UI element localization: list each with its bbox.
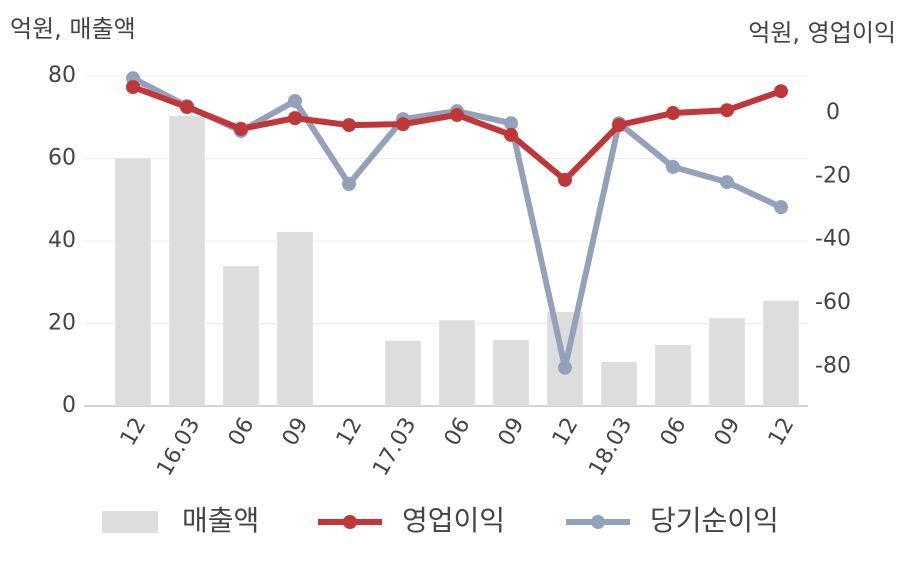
line-point [180, 100, 194, 115]
x-tick-label: 12 [764, 414, 800, 451]
line-point [288, 94, 302, 109]
line-point [234, 121, 248, 136]
x-tick-label: 09 [278, 414, 314, 451]
legend-swatch [591, 515, 605, 529]
line-point [342, 176, 356, 191]
x-tick-label: 06 [656, 414, 692, 451]
x-tick-label: 12 [332, 414, 368, 451]
line-point [504, 116, 518, 131]
line-point [558, 360, 572, 375]
legend-swatch [343, 515, 357, 529]
x-tick-label: 12 [548, 414, 584, 451]
y2-tick-label: -60 [815, 290, 851, 315]
line-point [288, 111, 302, 126]
bar [385, 340, 421, 406]
y-tick-label: 40 [48, 228, 76, 253]
x-tick-label: 09 [494, 414, 530, 451]
line-point [450, 107, 464, 122]
legend-label: 당기순이익 [650, 504, 779, 537]
line [131, 84, 782, 183]
y-tick-label: 20 [48, 311, 76, 336]
bar [709, 318, 745, 406]
y2-tick-label: -40 [815, 227, 851, 252]
x-tick-label: 18.03 [584, 414, 637, 481]
bar [223, 266, 259, 406]
y-unit-label: 억원, 매출액 [10, 15, 136, 43]
x-tick-label: 06 [440, 414, 476, 451]
x-tick-label: 12 [116, 414, 152, 451]
y-tick-label: 60 [48, 146, 76, 171]
y-tick-label: 0 [62, 393, 76, 418]
line-point [558, 172, 572, 187]
y2-unit-label: 억원, 영업이익 [748, 19, 896, 47]
line-point [612, 118, 626, 133]
x-tick-label: 09 [710, 414, 746, 451]
bar [763, 300, 799, 406]
y2-tick-label: 0 [826, 100, 840, 125]
bar [115, 158, 151, 406]
line-point [774, 200, 788, 215]
line-point [720, 175, 734, 190]
line-point [666, 106, 680, 121]
legend-label: 매출액 [182, 504, 259, 537]
bar [277, 231, 313, 406]
line-point [504, 127, 518, 142]
line-point [126, 80, 140, 95]
x-tick-label: 16.03 [152, 414, 205, 481]
x-tick-label: 06 [224, 414, 260, 451]
bar [493, 340, 529, 406]
bar [655, 344, 691, 406]
y2-tick-label: -80 [815, 353, 851, 378]
bar [439, 320, 475, 406]
legend-swatch [102, 511, 158, 533]
line-point [666, 159, 680, 174]
y-tick-label: 80 [48, 63, 76, 88]
line-point [342, 118, 356, 133]
bar [601, 361, 637, 406]
bar [169, 116, 205, 406]
legend-label: 영업이익 [402, 504, 505, 537]
line-point [396, 117, 410, 132]
line-point [774, 84, 788, 99]
y2-tick-label: -20 [815, 163, 851, 188]
line-point [720, 103, 734, 118]
x-tick-label: 17.03 [368, 414, 421, 481]
